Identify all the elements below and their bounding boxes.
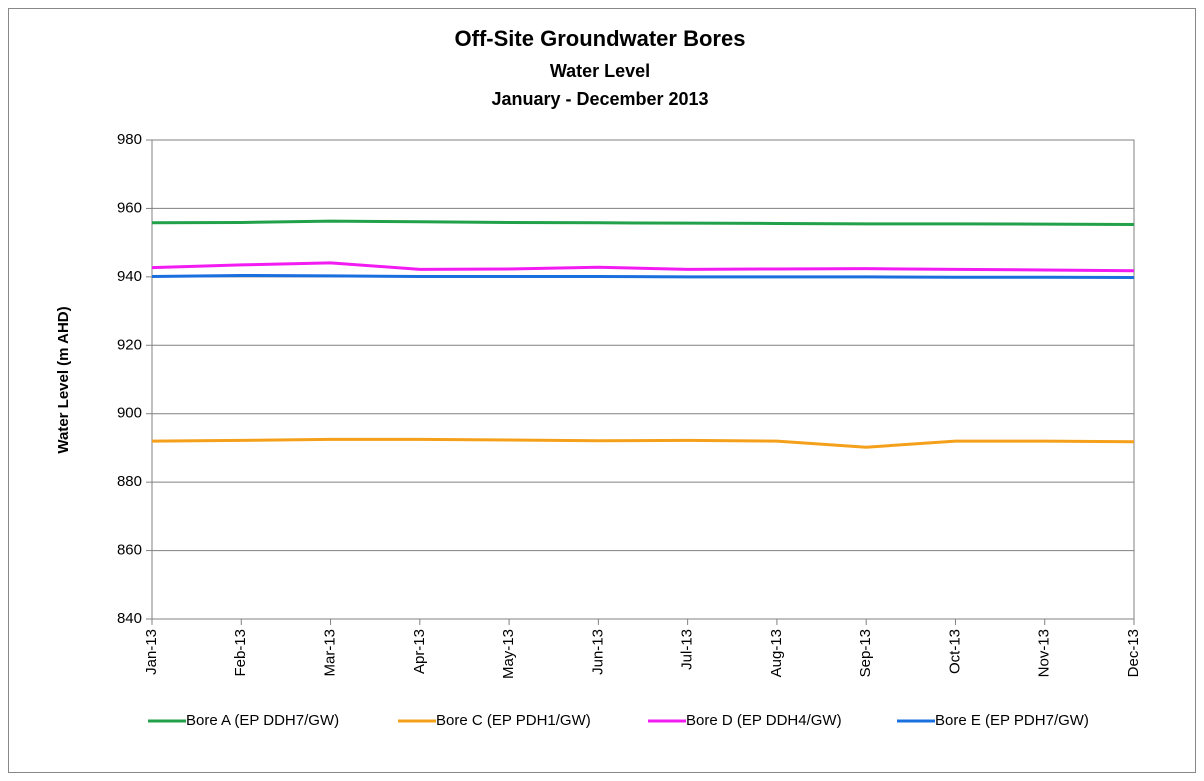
x-tick-label: Dec-13 [1125,629,1142,677]
x-tick-label: Feb-13 [232,629,249,677]
chart-title: Off-Site Groundwater Bores [455,26,746,51]
x-tick-label: Mar-13 [322,629,339,677]
x-tick-label: Apr-13 [411,629,428,674]
y-tick-label: 880 [117,473,142,490]
y-tick-label: 980 [117,131,142,148]
plot-area [151,139,1135,620]
series-line [151,261,1135,273]
y-tick-label: 900 [117,405,142,422]
x-tick-label: Aug-13 [768,629,785,677]
y-tick-label: 960 [117,199,142,216]
x-tick-label: May-13 [500,629,517,679]
x-tick-label: Nov-13 [1036,629,1053,677]
series-line [151,437,1135,449]
chart-subtitle: Water Level [550,61,650,81]
legend-label: Bore A (EP DDH7/GW) [186,712,339,729]
legend-label: Bore E (EP PDH7/GW) [935,712,1089,729]
y-axis-label: Water Level (m AHD) [55,306,72,453]
series-line [151,273,1135,280]
x-tick-label: Jan-13 [143,629,160,675]
chart-subtitle: January - December 2013 [491,89,708,109]
legend-label: Bore C (EP PDH1/GW) [436,712,591,729]
y-tick-label: 920 [117,336,142,353]
legend-label: Bore D (EP DDH4/GW) [686,712,842,729]
y-tick-label: 840 [117,610,142,627]
x-tick-label: Oct-13 [946,629,963,674]
series-line [151,219,1135,227]
x-tick-label: Jun-13 [589,629,606,675]
x-tick-label: Jul-13 [679,629,696,670]
y-tick-label: 860 [117,542,142,559]
x-tick-label: Sep-13 [857,629,874,677]
y-tick-label: 940 [117,268,142,285]
